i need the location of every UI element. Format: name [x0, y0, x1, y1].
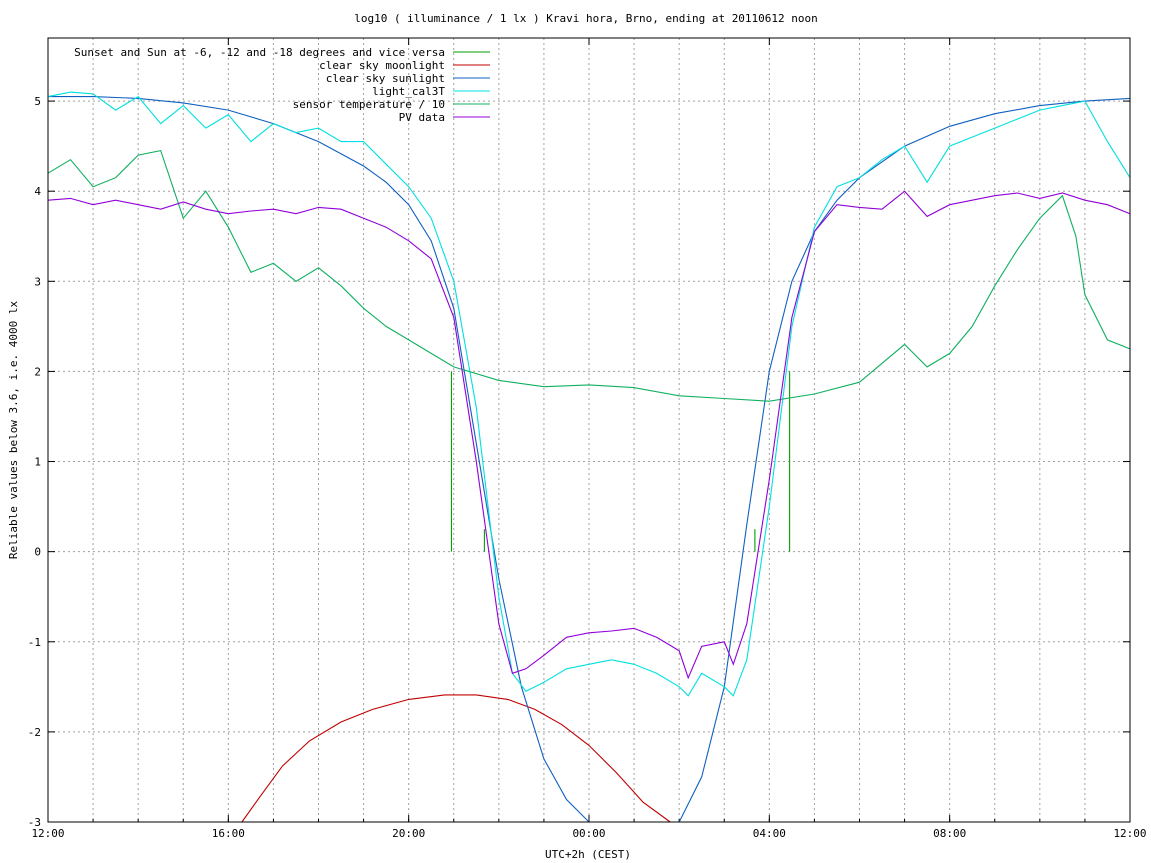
- y-tick-label: 4: [34, 185, 41, 198]
- legend-label: clear sky moonlight: [319, 59, 445, 72]
- grid: [48, 38, 1130, 822]
- x-tick-label: 12:00: [1113, 827, 1146, 840]
- series-line-2: [241, 694, 671, 823]
- axes: 12:00 16:00 20:00 00:00 04:00 08:00 12:00-3-2-…: [28, 38, 1147, 840]
- x-tick-label: 20:00: [392, 827, 425, 840]
- legend-label: Sunset and Sun at -6, -12 and -18 degree…: [74, 46, 445, 59]
- x-tick-label: 16:00: [212, 827, 245, 840]
- y-tick-label: 1: [34, 456, 41, 469]
- legend: Sunset and Sun at -6, -12 and -18 degree…: [74, 46, 490, 124]
- y-tick-label: -1: [28, 636, 41, 649]
- y-axis-label: Reliable values below 3.6, i.e. 4000 lx: [7, 300, 20, 559]
- x-axis-label: UTC+2h (CEST): [545, 848, 631, 861]
- y-tick-label: -3: [28, 816, 41, 829]
- chart-title: log10 ( illuminance / 1 lx ) Kravi hora,…: [354, 12, 818, 25]
- y-tick-label: 5: [34, 95, 41, 108]
- y-tick-label: -2: [28, 726, 41, 739]
- x-tick-label: 12:00: [31, 827, 64, 840]
- x-tick-label: 04:00: [753, 827, 786, 840]
- plot-frame: [47, 37, 1131, 823]
- series-impulses: [450, 371, 791, 552]
- y-tick-label: 3: [34, 275, 41, 288]
- series-line-4: [47, 91, 1131, 697]
- series-line-6: [47, 190, 1131, 680]
- x-tick-label: 08:00: [933, 827, 966, 840]
- x-tick-label: 00:00: [572, 827, 605, 840]
- series-layer: [47, 91, 1131, 823]
- legend-label: clear sky sunlight: [326, 72, 445, 85]
- legend-label: PV data: [399, 111, 445, 124]
- y-tick-label: 2: [34, 365, 41, 378]
- legend-label: light_cal3T: [372, 85, 445, 98]
- series-line-5: [47, 149, 1131, 402]
- legend-label: sensor temperature / 10: [293, 98, 445, 111]
- y-tick-label: 0: [34, 546, 41, 559]
